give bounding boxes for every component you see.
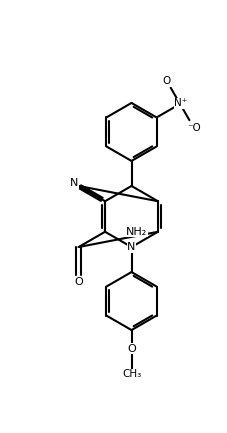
- Text: N⁺: N⁺: [173, 98, 187, 108]
- Text: NH₂: NH₂: [126, 227, 147, 237]
- Text: CH₃: CH₃: [121, 369, 141, 379]
- Text: O: O: [127, 344, 135, 354]
- Text: O: O: [74, 277, 83, 287]
- Text: O: O: [162, 76, 170, 86]
- Text: ⁻O: ⁻O: [187, 123, 200, 133]
- Text: N: N: [127, 242, 135, 252]
- Text: N: N: [70, 178, 78, 188]
